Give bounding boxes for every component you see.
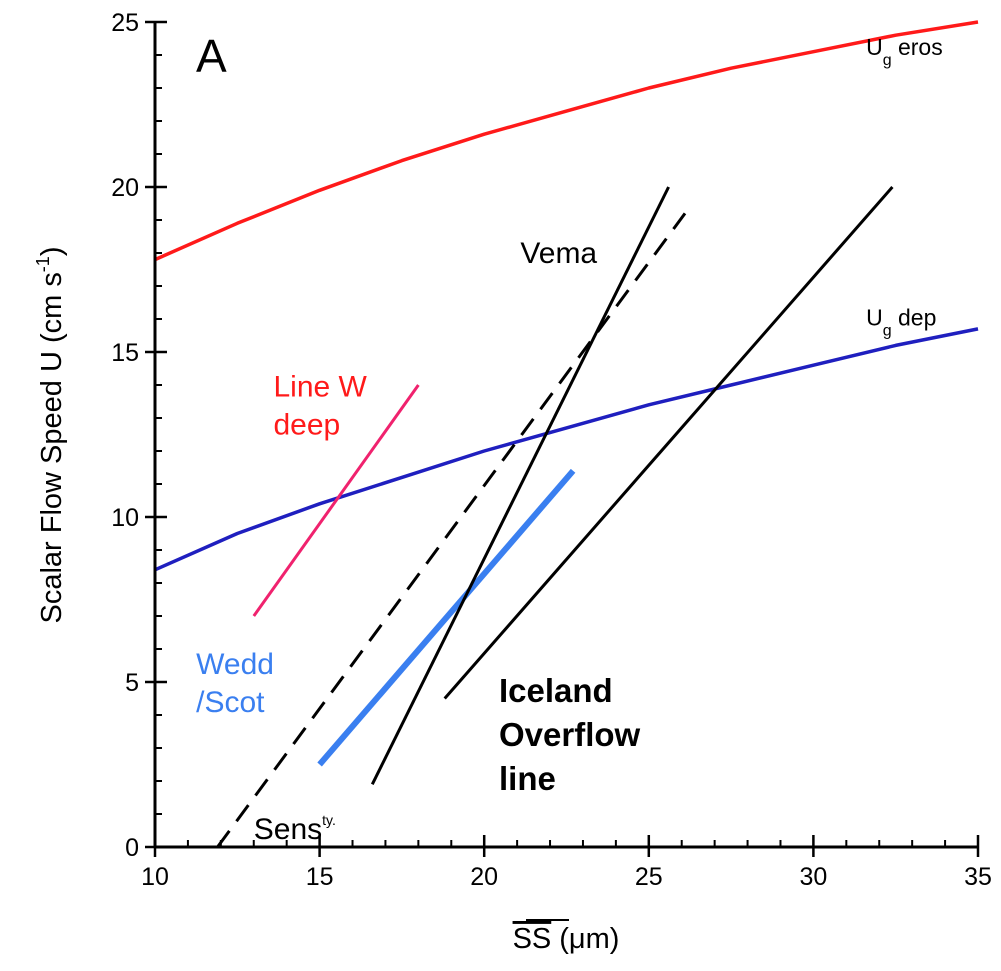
series-ug-eros	[154, 20, 979, 262]
annotation-line: Overflow	[499, 716, 641, 753]
annotation-superscript: ty.	[322, 812, 336, 828]
tick-labels: 10 15 20 25 30 35 0 5 10 15 20 25	[111, 9, 992, 891]
annotation-ann-iceland: Iceland Overflow line	[499, 672, 641, 797]
series-line-w-deep	[252, 384, 420, 617]
x-tick-label: 30	[799, 863, 827, 891]
annotation-main: U	[866, 34, 883, 60]
y-axis-title-main: Scalar Flow Speed U (cm s	[36, 272, 68, 623]
y-tick-label: 15	[111, 339, 139, 367]
annotation-rest: dep	[892, 305, 937, 331]
series-ug-dep	[154, 327, 979, 572]
annotation-line: line	[499, 760, 556, 797]
annotation-main: Sens	[254, 813, 322, 846]
x-tick-label: 25	[635, 863, 663, 891]
annotation-line: Vema	[520, 237, 597, 270]
y-tick-label: 0	[125, 834, 139, 862]
y-tick-label: 20	[111, 174, 139, 202]
y-axis-title: Scalar Flow Speed U (cm s-1)	[33, 246, 68, 623]
y-tick-label: 5	[125, 669, 139, 697]
annotation-line: deep	[274, 409, 341, 442]
annotation-rest: eros	[892, 34, 943, 60]
series-sensitivity	[216, 212, 687, 848]
annotation-line: /Scot	[196, 686, 265, 719]
y-tick-label: 10	[111, 504, 139, 532]
annotation-main: U	[866, 305, 883, 331]
annotation-ann-vema: Vema	[520, 237, 597, 270]
y-axis-title-close: )	[36, 246, 68, 256]
x-tick-label: 10	[141, 863, 169, 891]
panel-label: A	[196, 30, 227, 82]
series-wedd-scot	[317, 468, 576, 767]
x-axis-title: SS (μm)	[513, 923, 620, 955]
annotation-line: Wedd	[196, 648, 274, 681]
annotation-line: Iceland	[499, 672, 613, 709]
axes-layer	[153, 21, 979, 849]
series-layer	[154, 20, 979, 848]
annotation-ann-line-w: Line W deep	[274, 371, 368, 442]
annotation-ann-sens: Sensty.	[254, 812, 336, 846]
y-tick-label: 25	[111, 9, 139, 37]
annotation-ann-ug-eros: Ug eros	[866, 34, 943, 69]
x-tick-label: 35	[964, 863, 992, 891]
series-iceland-overflow	[443, 186, 894, 700]
series-vema	[370, 186, 670, 785]
y-axis-title-sup: -1	[33, 256, 53, 272]
x-axis-title-bar: SS	[513, 923, 552, 955]
annotation-ann-wedd: Wedd/Scot	[196, 648, 274, 719]
x-tick-label: 20	[470, 863, 498, 891]
x-tick-label: 15	[306, 863, 334, 891]
x-axis-title-unit: (μm)	[559, 923, 619, 955]
annotation-ann-ug-dep: Ug dep	[866, 305, 936, 340]
annotation-subscript: g	[883, 52, 892, 69]
annotation-subscript: g	[883, 323, 892, 340]
annotation-line: Line W	[274, 371, 368, 404]
